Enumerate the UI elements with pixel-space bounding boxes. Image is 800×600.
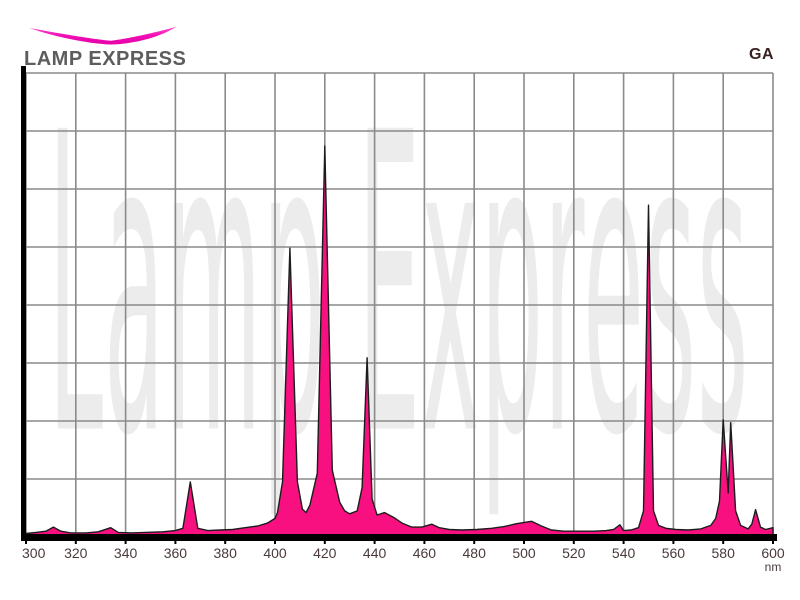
x-tick — [174, 541, 177, 544]
x-tick — [274, 541, 276, 544]
x-tick-label: 340 — [114, 545, 138, 561]
x-tick-label: 300 — [22, 545, 46, 561]
x-tick-label: 600 — [761, 545, 785, 561]
x-tick — [473, 541, 476, 544]
x-tick — [672, 541, 675, 544]
x-tick — [373, 541, 376, 544]
x-tick — [622, 541, 625, 544]
x-tick — [722, 541, 725, 544]
x-tick-label: 380 — [214, 545, 238, 561]
spectrum-area — [25, 145, 774, 538]
x-tick — [25, 541, 27, 544]
x-axis-unit-label: nm — [765, 560, 782, 574]
x-tick-label: 500 — [512, 545, 536, 561]
x-tick-label: 420 — [313, 545, 337, 561]
brand-name: LAMP EXPRESS — [24, 48, 187, 70]
y-axis-line — [21, 66, 26, 541]
x-tick — [572, 541, 575, 544]
x-tick-label: 320 — [64, 545, 88, 561]
x-tick-label: 460 — [413, 545, 437, 561]
x-tick — [523, 541, 525, 544]
x-tick — [124, 541, 127, 544]
logo-swoosh-icon — [29, 26, 177, 45]
x-axis-line — [21, 534, 777, 541]
x-tick — [772, 541, 774, 544]
x-tick — [224, 541, 227, 544]
x-tick-label: 440 — [363, 545, 387, 561]
x-tick-label: 520 — [562, 545, 586, 561]
x-tick — [423, 541, 426, 544]
x-tick — [323, 541, 326, 544]
x-tick-label: 360 — [164, 545, 188, 561]
x-tick-label: 580 — [712, 545, 736, 561]
x-tick — [74, 541, 77, 544]
x-tick-label: 480 — [463, 545, 487, 561]
x-tick-label: 400 — [263, 545, 287, 561]
x-tick-label: 560 — [662, 545, 686, 561]
lamp-type-label: GA — [749, 46, 774, 63]
x-tick-label: 540 — [612, 545, 636, 561]
brand-logo: LAMP EXPRESS — [24, 22, 194, 70]
